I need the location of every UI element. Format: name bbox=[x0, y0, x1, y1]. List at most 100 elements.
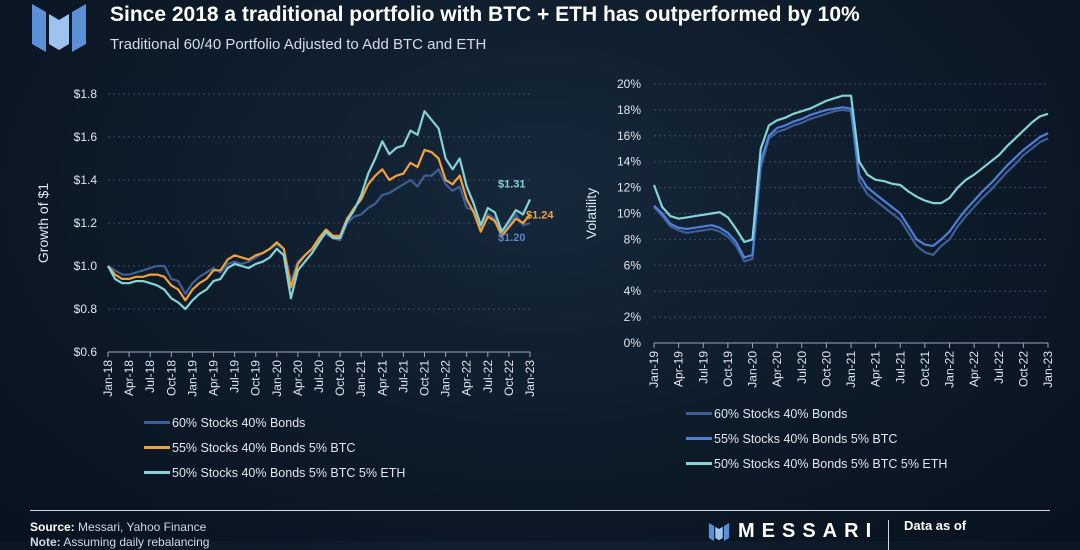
x-tick-label: Apr-21 bbox=[869, 351, 883, 387]
x-tick-label: Apr-22 bbox=[460, 360, 474, 396]
y-tick-label: $0.6 bbox=[74, 345, 98, 359]
messari-wordmark: MESSARI bbox=[738, 520, 879, 542]
x-tick-label: Apr-20 bbox=[770, 351, 784, 387]
x-tick-label: Jan-19 bbox=[647, 351, 661, 388]
series-line-2 bbox=[652, 94, 1049, 244]
y-tick-label: 14% bbox=[617, 155, 641, 169]
y-tick-label: $1.0 bbox=[74, 259, 98, 273]
chart-subtitle: Traditional 60/40 Portfolio Adjusted to … bbox=[110, 36, 487, 53]
legend-label: 60% Stocks 40% Bonds bbox=[714, 406, 848, 421]
y-tick-label: $1.2 bbox=[74, 216, 98, 230]
y-tick-label: 4% bbox=[624, 284, 642, 298]
y-tick-label: 16% bbox=[617, 129, 641, 143]
x-tick-label: Oct-21 bbox=[918, 351, 932, 387]
x-tick-label: Jan-21 bbox=[844, 351, 858, 388]
legend-label: 60% Stocks 40% Bonds bbox=[172, 415, 306, 430]
y-tick-label: $1.4 bbox=[74, 173, 98, 187]
y-tick-label: 20% bbox=[617, 77, 641, 91]
x-tick-label: Jul-22 bbox=[481, 360, 495, 393]
series-line-2 bbox=[107, 110, 531, 311]
x-tick-label: Jan-19 bbox=[185, 360, 199, 397]
x-tick-label: Jul-19 bbox=[228, 360, 242, 393]
series-line-0 bbox=[107, 168, 531, 295]
x-tick-label: Jan-18 bbox=[101, 360, 115, 397]
legend-item: 60% Stocks 40% Bonds bbox=[144, 410, 405, 435]
legend-item: 50% Stocks 40% Bonds 5% BTC 5% ETH bbox=[144, 460, 405, 485]
end-value-label: $1.24 bbox=[526, 209, 554, 221]
y-tick-label: 8% bbox=[624, 232, 642, 246]
x-tick-label: Apr-22 bbox=[967, 351, 981, 387]
x-tick-label: Jul-20 bbox=[312, 360, 326, 393]
y-tick-label: 18% bbox=[617, 103, 641, 117]
legend-label: 55% Stocks 40% Bonds 5% BTC bbox=[714, 431, 898, 446]
footer-divider bbox=[30, 510, 1050, 511]
x-tick-label: Jan-23 bbox=[523, 360, 537, 397]
messari-brand: MESSARI bbox=[708, 520, 878, 543]
end-value-label: $1.31 bbox=[498, 178, 526, 190]
chart-growth: $0.6 $0.8 $1.0 $1.2 $1.4 $1.6 $1.8 Jan-18 Apr-18… bbox=[35, 87, 554, 397]
series-line-1 bbox=[107, 148, 531, 302]
legend-swatch bbox=[144, 421, 170, 424]
y-tick-label: 2% bbox=[624, 310, 642, 324]
legend-item: 60% Stocks 40% Bonds bbox=[686, 401, 947, 426]
legend-item: 55% Stocks 40% Bonds 5% BTC bbox=[686, 426, 947, 451]
legend-swatch bbox=[686, 462, 712, 465]
x-tick-label: Jul-18 bbox=[143, 360, 157, 393]
x-tick-label: Jul-22 bbox=[992, 351, 1006, 384]
y-tick-label: $1.8 bbox=[74, 87, 98, 101]
x-tick-label: Oct-18 bbox=[164, 360, 178, 396]
x-tick-label: Jan-20 bbox=[270, 360, 284, 397]
chart-title: Since 2018 a traditional portfolio with … bbox=[110, 3, 860, 26]
y-tick-label: 12% bbox=[617, 181, 641, 195]
x-tick-label: Oct-22 bbox=[1016, 351, 1030, 387]
x-tick-label: Apr-19 bbox=[207, 360, 221, 396]
x-tick-label: Apr-21 bbox=[375, 360, 389, 396]
legend-label: 50% Stocks 40% Bonds 5% BTC 5% ETH bbox=[714, 456, 948, 471]
x-tick-label: Apr-19 bbox=[672, 351, 686, 387]
legend-swatch bbox=[144, 446, 170, 449]
y-axis-label: Growth of $1 bbox=[35, 183, 51, 263]
legend-volatility: 60% Stocks 40% Bonds 55% Stocks 40% Bonds… bbox=[686, 401, 947, 476]
x-tick-label: Jul-21 bbox=[396, 360, 410, 393]
x-tick-label: Oct-20 bbox=[819, 351, 833, 387]
x-tick-label: Apr-18 bbox=[122, 360, 136, 396]
x-tick-label: Oct-20 bbox=[333, 360, 347, 396]
legend-swatch bbox=[686, 412, 712, 415]
legend-label: 55% Stocks 40% Bonds 5% BTC bbox=[172, 440, 356, 455]
end-value-label: $1.20 bbox=[498, 232, 526, 244]
messari-logo-icon bbox=[32, 4, 86, 57]
assumption-note: Note: Assuming daily rebalancing bbox=[30, 535, 210, 549]
x-tick-label: Jul-20 bbox=[795, 351, 809, 384]
legend-label: 50% Stocks 40% Bonds 5% BTC 5% ETH bbox=[172, 465, 406, 480]
footer-separator bbox=[888, 520, 889, 550]
chart-volatility: 0% 2% 4% 6% 8% 10% 12% 14% 16% 18% 20% Jan-19 Apr-19… bbox=[583, 77, 1055, 388]
y-tick-label: 10% bbox=[617, 207, 641, 221]
x-tick-label: Jan-20 bbox=[746, 351, 760, 388]
x-tick-label: Jan-22 bbox=[439, 360, 453, 397]
legend-item: 55% Stocks 40% Bonds 5% BTC bbox=[144, 435, 405, 460]
y-tick-label: 0% bbox=[624, 336, 642, 350]
series-line-1 bbox=[653, 106, 1049, 259]
x-tick-label: Jan-23 bbox=[1041, 351, 1055, 388]
legend-growth: 60% Stocks 40% Bonds 55% Stocks 40% Bonds… bbox=[144, 410, 405, 485]
x-tick-label: Jul-21 bbox=[893, 351, 907, 384]
y-tick-label: $0.8 bbox=[74, 302, 98, 316]
messari-small-logo-icon bbox=[708, 522, 730, 541]
legend-swatch bbox=[686, 437, 712, 440]
y-tick-label: 6% bbox=[624, 258, 642, 272]
x-tick-label: Apr-20 bbox=[291, 360, 305, 396]
x-tick-label: Jan-22 bbox=[943, 351, 957, 388]
x-tick-label: Jan-21 bbox=[354, 360, 368, 397]
x-tick-label: Jul-19 bbox=[696, 351, 710, 384]
legend-item: 50% Stocks 40% Bonds 5% BTC 5% ETH bbox=[686, 451, 947, 476]
x-tick-label: Oct-19 bbox=[721, 351, 735, 387]
source-note: Source: Messari, Yahoo Finance bbox=[30, 520, 207, 534]
y-axis-label: Volatility bbox=[583, 188, 599, 239]
x-tick-label: Oct-21 bbox=[418, 360, 432, 396]
legend-swatch bbox=[144, 471, 170, 474]
x-tick-label: Oct-22 bbox=[502, 360, 516, 396]
data-as-of-label: Data as of bbox=[904, 518, 967, 533]
y-tick-label: $1.6 bbox=[74, 130, 98, 144]
x-tick-label: Oct-19 bbox=[249, 360, 263, 396]
